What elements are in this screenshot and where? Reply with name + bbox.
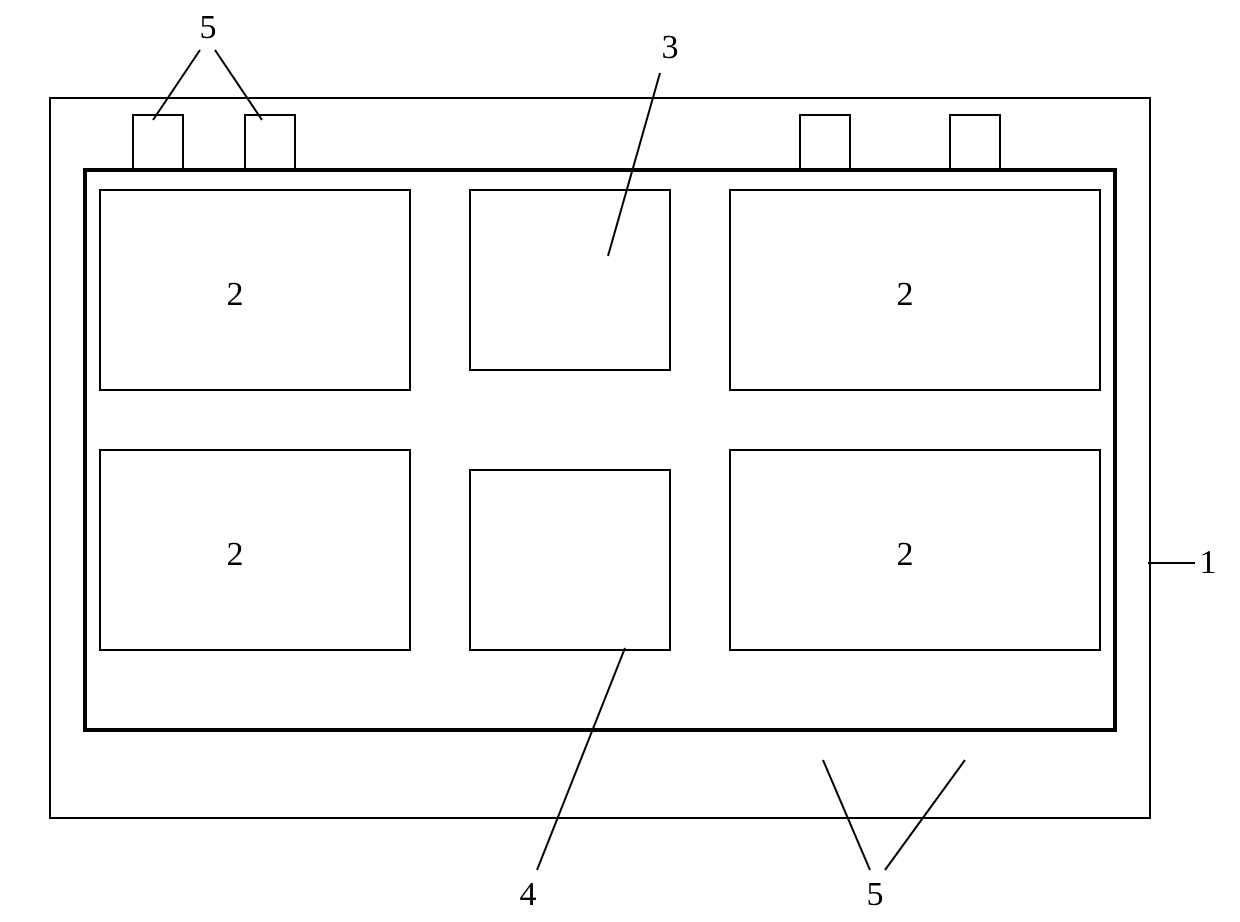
callout-label-5_top: 5	[200, 9, 217, 46]
callout-label-4: 4	[520, 876, 537, 913]
box-label-top_right: 2	[897, 276, 914, 313]
box-label-bottom_right: 2	[897, 536, 914, 573]
callout-label-3: 3	[662, 29, 679, 66]
callout-label-5_bottom: 5	[867, 876, 884, 913]
box-label-top_left: 2	[227, 276, 244, 313]
box-label-bottom_left: 2	[227, 536, 244, 573]
callout-label-1: 1	[1200, 544, 1217, 581]
